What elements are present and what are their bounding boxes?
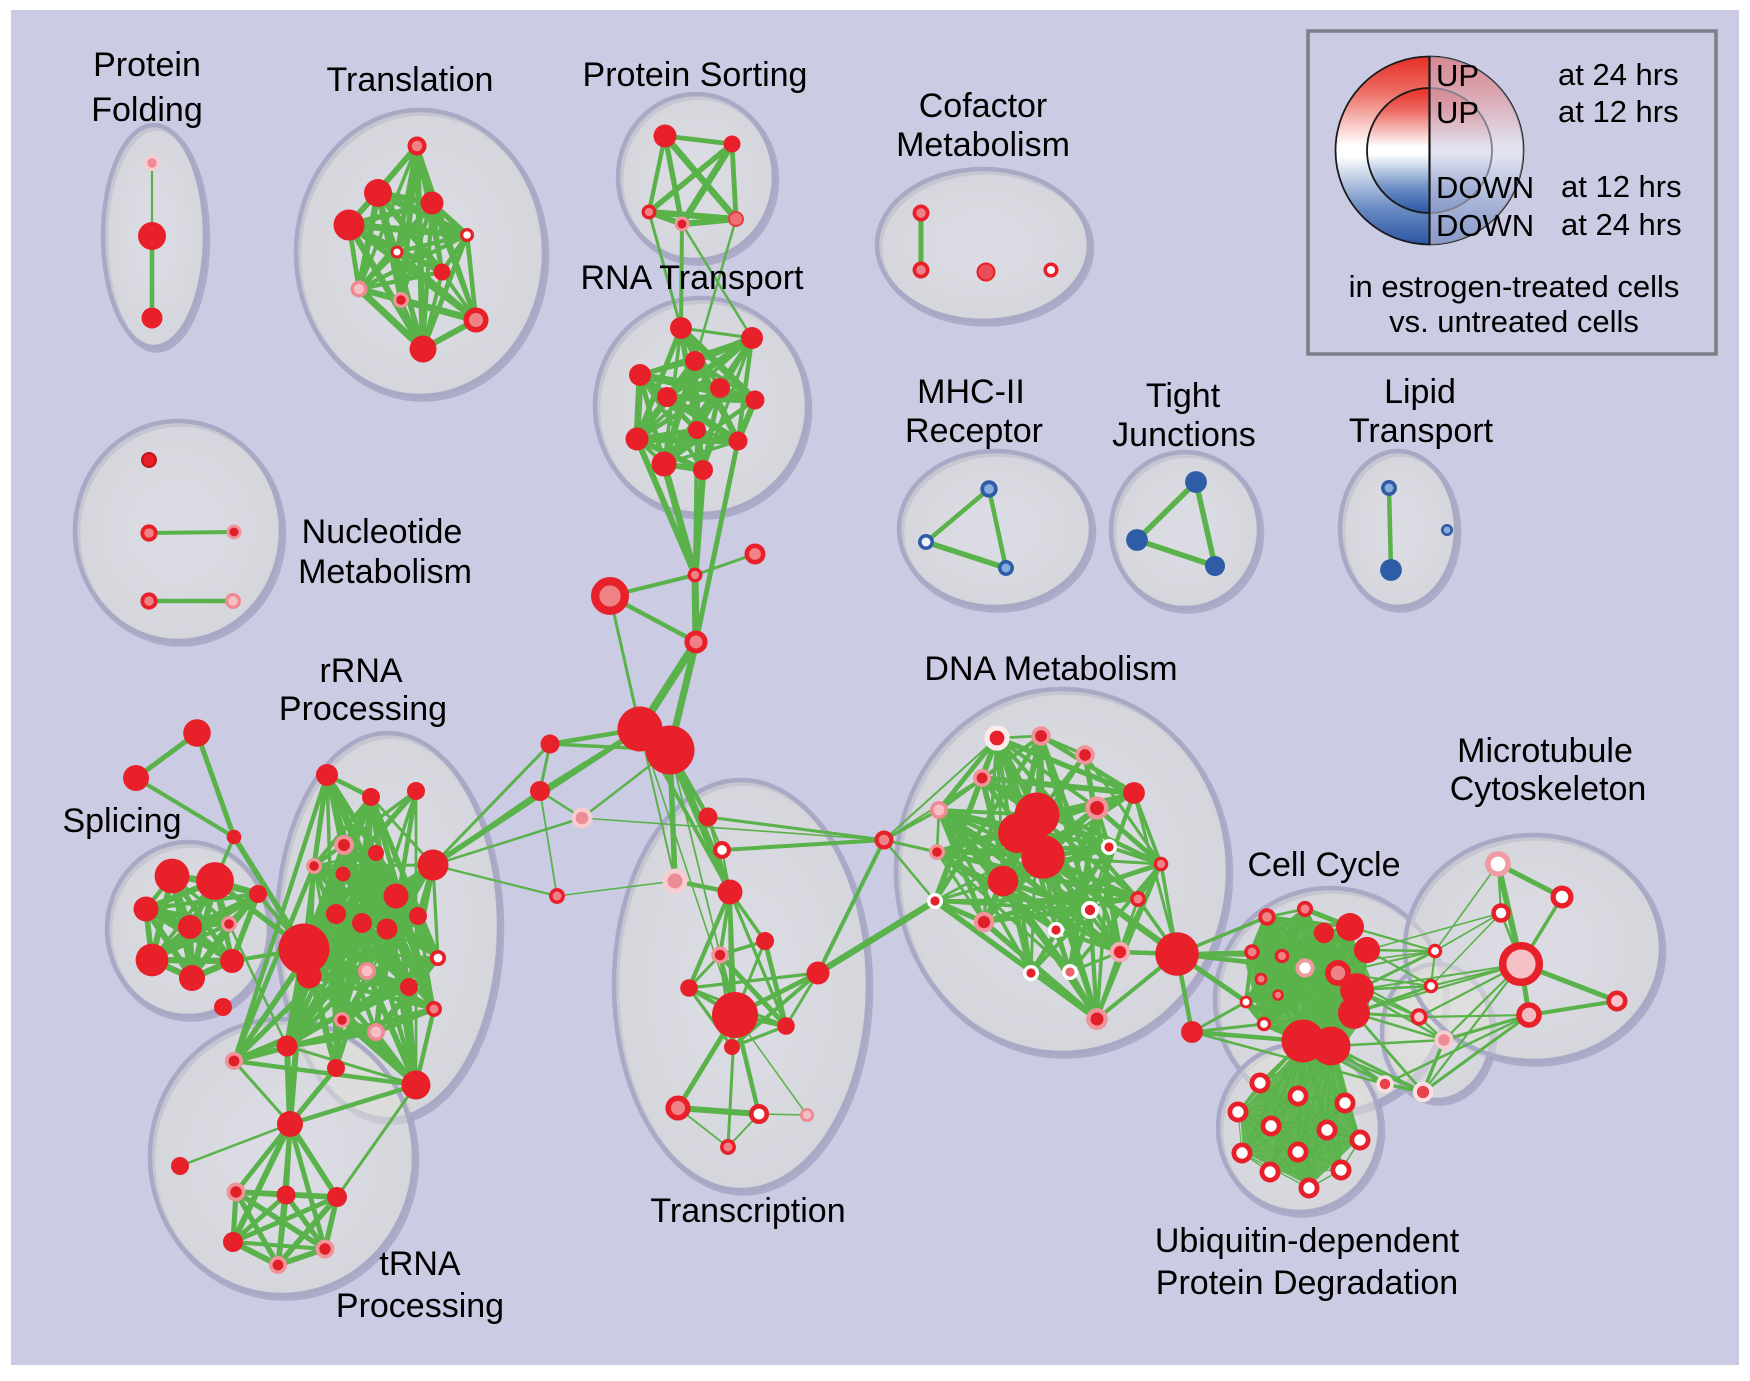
svg-text:DNA Metabolism: DNA Metabolism (924, 650, 1177, 688)
svg-text:Folding: Folding (91, 91, 203, 129)
svg-text:Junctions: Junctions (1112, 416, 1256, 454)
svg-text:at 24 hrs: at 24 hrs (1561, 207, 1682, 242)
svg-text:Transport: Transport (1349, 412, 1494, 450)
svg-text:UP: UP (1436, 58, 1479, 93)
svg-text:at 12 hrs: at 12 hrs (1558, 94, 1679, 129)
svg-text:Processing: Processing (336, 1287, 504, 1325)
svg-text:Metabolism: Metabolism (896, 126, 1070, 164)
svg-text:Processing: Processing (279, 690, 447, 728)
svg-text:in estrogen-treated cells: in estrogen-treated cells (1349, 269, 1680, 304)
svg-text:Nucleotide: Nucleotide (302, 513, 463, 551)
svg-text:Cytoskeleton: Cytoskeleton (1450, 770, 1647, 808)
svg-text:at 24 hrs: at 24 hrs (1558, 57, 1679, 92)
svg-text:Receptor: Receptor (905, 412, 1043, 450)
svg-text:Metabolism: Metabolism (298, 553, 472, 591)
svg-text:Protein: Protein (93, 46, 201, 84)
svg-text:Lipid: Lipid (1384, 373, 1456, 411)
svg-text:RNA Transport: RNA Transport (581, 259, 805, 297)
svg-text:Splicing: Splicing (62, 802, 181, 840)
svg-text:Microtubule: Microtubule (1457, 732, 1633, 770)
svg-text:Tight: Tight (1146, 377, 1221, 415)
svg-text:tRNA: tRNA (379, 1245, 461, 1283)
svg-text:Cell Cycle: Cell Cycle (1247, 846, 1400, 884)
svg-text:Cofactor: Cofactor (919, 87, 1048, 125)
svg-text:rRNA: rRNA (319, 652, 402, 690)
svg-text:Ubiquitin-dependent: Ubiquitin-dependent (1155, 1222, 1460, 1260)
svg-text:Protein Degradation: Protein Degradation (1156, 1264, 1458, 1302)
svg-text:vs. untreated cells: vs. untreated cells (1389, 304, 1639, 339)
svg-text:Translation: Translation (327, 61, 494, 99)
svg-text:Transcription: Transcription (650, 1192, 845, 1230)
svg-text:Protein Sorting: Protein Sorting (583, 56, 808, 94)
svg-text:at 12 hrs: at 12 hrs (1561, 169, 1682, 204)
svg-text:MHC-II: MHC-II (917, 373, 1025, 411)
svg-text:UP: UP (1436, 95, 1479, 130)
svg-text:DOWN: DOWN (1436, 208, 1534, 243)
svg-text:DOWN: DOWN (1436, 170, 1534, 205)
